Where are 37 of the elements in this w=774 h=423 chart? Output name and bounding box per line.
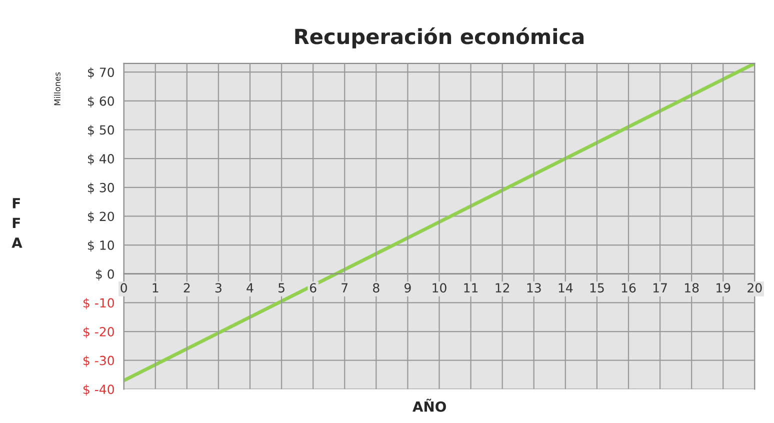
x-tick-label: 11 (464, 283, 478, 292)
y-tick-label: $ 0 (96, 269, 114, 280)
x-axis-title: AÑO (412, 398, 446, 412)
chart-title: Recuperación económica (295, 27, 584, 48)
x-tick-label: 20 (748, 283, 762, 293)
y-tick-label: $ 60 (88, 96, 114, 108)
y-tick-label: $ -10 (84, 298, 114, 310)
x-tick-label: 8 (373, 283, 380, 293)
y-tick-label: $ 10 (88, 240, 114, 252)
x-tick-label: 2 (184, 283, 190, 292)
x-tick-label: 19 (716, 283, 730, 293)
x-tick-label: 17 (653, 283, 667, 292)
y-tick-label: $ -30 (84, 356, 114, 367)
y-tick-label: $ 20 (88, 211, 114, 223)
x-tick-label: 18 (684, 283, 699, 293)
x-tick-label: 13 (527, 283, 541, 293)
x-tick-label: 15 (590, 283, 604, 293)
x-tick-label: 4 (246, 283, 254, 292)
x-tick-label: 9 (404, 283, 411, 293)
x-tick-label: 12 (496, 283, 510, 292)
x-tick-label: 5 (278, 283, 284, 293)
x-tick-label: 6 (310, 283, 316, 293)
x-tick-label: 1 (152, 283, 158, 292)
y-tick-label: $ 70 (88, 67, 114, 79)
text: Millones (54, 72, 60, 106)
x-tick-label: 10 (432, 283, 446, 293)
y-tick-label: $ -40 (84, 384, 114, 396)
x-tick-label: 14 (558, 283, 573, 292)
y-tick-label: $ 50 (88, 124, 114, 136)
y-tick-label: $ -20 (84, 326, 114, 338)
y-tick-label: $ 40 (88, 154, 114, 166)
x-tick-label: 7 (342, 283, 348, 292)
x-tick-label: 0 (120, 283, 127, 293)
x-tick-label: 16 (622, 283, 636, 293)
y-tick-label: $ 30 (88, 182, 114, 194)
x-tick-label: 3 (215, 283, 222, 293)
y-axis-title: FFA (12, 198, 22, 248)
